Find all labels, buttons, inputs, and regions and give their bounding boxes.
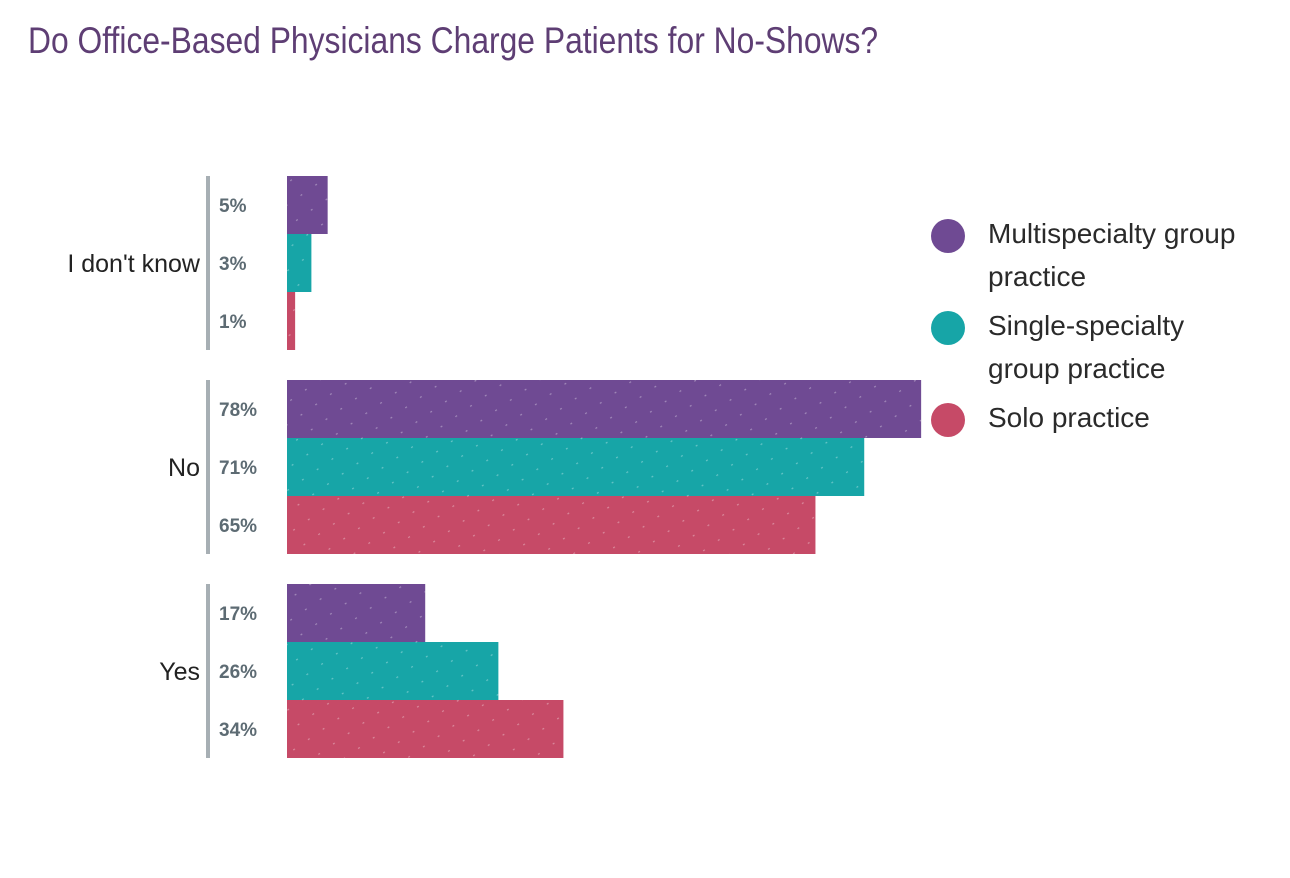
- bar-no-single-specialty-group-practice: [287, 438, 865, 496]
- bar-texture: [287, 584, 426, 642]
- value-label-no-solo-practice: 65%: [219, 516, 257, 537]
- bar-texture: [287, 496, 816, 554]
- value-label-no-single-specialty-group-practice: 71%: [219, 458, 257, 479]
- value-labels: 5% 3% 1% 78% 71% 65% 17% 26% 34%: [219, 196, 257, 741]
- value-label-yes-single-specialty-group-practice: 26%: [219, 662, 257, 683]
- bar-no-solo-practice: [287, 496, 816, 554]
- value-label-i-don-t-know-solo-practice: 1%: [219, 312, 247, 333]
- bar-texture: [287, 700, 564, 758]
- value-label-no-multispecialty-group-practice: 78%: [219, 400, 257, 421]
- legend: Multispecialty group practice Single-speci…: [931, 218, 1235, 437]
- bar-texture: [287, 642, 499, 700]
- legend-item-single-specialty-group-practice: Single-specialty group practice: [931, 310, 1184, 384]
- legend-item-solo-practice: Solo practice: [931, 402, 1150, 437]
- value-label-i-don-t-know-single-specialty-group-practice: 3%: [219, 254, 247, 275]
- legend-marker-single-specialty-group-practice: [931, 311, 965, 345]
- bar-texture: [287, 234, 312, 292]
- bar-i-don-t-know-solo-practice: [287, 292, 296, 350]
- bar-texture: [287, 176, 328, 234]
- bars: [287, 176, 922, 758]
- legend-marker-multispecialty-group-practice: [931, 219, 965, 253]
- legend-label-multispecialty-group-practice: Multispecialty group practice: [988, 218, 1235, 292]
- legend-label-single-specialty-group-practice: Single-specialty group practice: [988, 310, 1184, 384]
- bar-texture: [287, 438, 865, 496]
- bar-yes-solo-practice: [287, 700, 564, 758]
- bar-yes-multispecialty-group-practice: [287, 584, 426, 642]
- chart-title: Do Office-Based Physicians Charge Patien…: [28, 20, 879, 61]
- category-label-i-don-t-know: I don't know: [67, 250, 201, 278]
- bar-texture: [287, 292, 296, 350]
- legend-item-multispecialty-group-practice: Multispecialty group practice: [931, 218, 1235, 292]
- legend-marker-solo-practice: [931, 403, 965, 437]
- bar-texture: [287, 380, 922, 438]
- value-label-yes-multispecialty-group-practice: 17%: [219, 604, 257, 625]
- legend-label-solo-practice: Solo practice: [988, 402, 1150, 433]
- category-label-no: No: [168, 454, 200, 482]
- bar-i-don-t-know-multispecialty-group-practice: [287, 176, 328, 234]
- bar-i-don-t-know-single-specialty-group-practice: [287, 234, 312, 292]
- category-label-yes: Yes: [159, 658, 200, 686]
- value-label-i-don-t-know-multispecialty-group-practice: 5%: [219, 196, 247, 217]
- bar-yes-single-specialty-group-practice: [287, 642, 499, 700]
- category-labels: I don't know No Yes: [67, 250, 201, 686]
- value-label-yes-solo-practice: 34%: [219, 720, 257, 741]
- bar-no-multispecialty-group-practice: [287, 380, 922, 438]
